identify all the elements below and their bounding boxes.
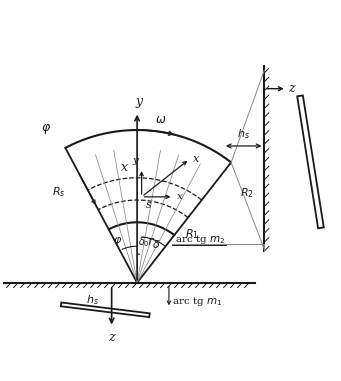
Text: $\delta$: $\delta$ bbox=[152, 238, 160, 250]
Text: $R_1$: $R_1$ bbox=[186, 227, 199, 241]
Text: $\varphi$: $\varphi$ bbox=[113, 235, 122, 247]
Text: r: r bbox=[147, 235, 152, 248]
Text: s: s bbox=[146, 200, 152, 210]
Polygon shape bbox=[61, 303, 150, 317]
Text: $h_s$: $h_s$ bbox=[237, 127, 250, 141]
Text: z: z bbox=[108, 331, 115, 344]
Text: x: x bbox=[121, 161, 128, 174]
Text: $\omega$: $\omega$ bbox=[155, 113, 166, 126]
Text: y: y bbox=[135, 95, 142, 108]
Text: $\varphi$: $\varphi$ bbox=[41, 122, 51, 136]
Text: x: x bbox=[193, 154, 199, 164]
Text: $R_s$: $R_s$ bbox=[52, 186, 66, 199]
Polygon shape bbox=[297, 95, 324, 228]
Text: $h_s$: $h_s$ bbox=[86, 293, 99, 307]
Text: z: z bbox=[288, 82, 295, 95]
Text: x: x bbox=[177, 192, 182, 201]
Text: arc tg $m_2$: arc tg $m_2$ bbox=[175, 233, 226, 247]
Text: y: y bbox=[133, 156, 138, 165]
Text: $R_2$: $R_2$ bbox=[240, 186, 254, 200]
Text: arc tg $m_1$: arc tg $m_1$ bbox=[172, 295, 223, 307]
Text: $\delta_0$: $\delta_0$ bbox=[138, 235, 149, 249]
